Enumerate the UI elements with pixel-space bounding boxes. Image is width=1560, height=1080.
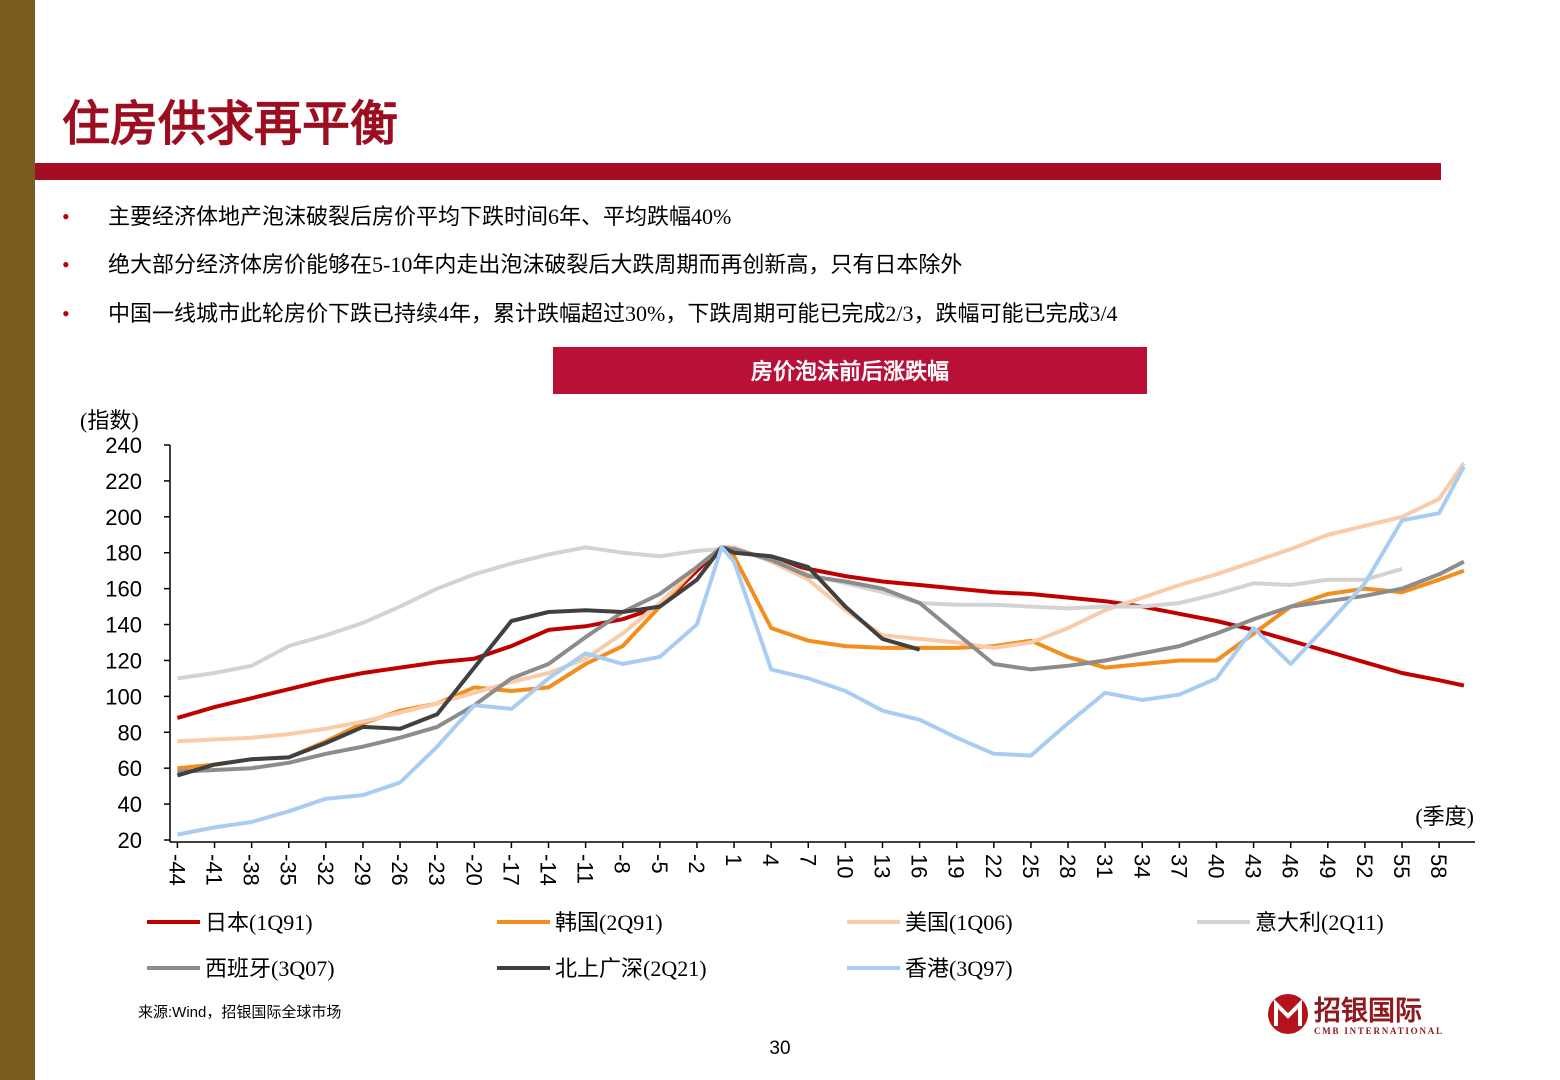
x-tick-label: 19	[944, 854, 969, 878]
x-tick-label: 16	[907, 854, 932, 878]
y-tick-label: 240	[105, 433, 142, 458]
x-tick-label: -20	[461, 854, 486, 886]
x-tick-label: 34	[1129, 854, 1154, 878]
x-tick-label: 22	[981, 854, 1006, 878]
title-rule	[35, 163, 1441, 180]
legend-label: 香港(3Q97)	[905, 956, 1013, 981]
x-tick-label: 13	[869, 854, 894, 878]
y-tick-label: 180	[105, 541, 142, 566]
y-tick-label: 40	[118, 792, 142, 817]
series-line	[177, 465, 1466, 837]
x-tick-label: 43	[1241, 854, 1266, 878]
legend-label: 日本(1Q91)	[205, 910, 313, 935]
x-tick-label: 37	[1166, 854, 1191, 878]
bullet-dot: •	[62, 252, 70, 277]
page-number: 30	[769, 1038, 790, 1059]
x-tick-label: 4	[758, 854, 783, 866]
y-tick-label: 200	[105, 505, 142, 530]
bullet-dot: •	[62, 301, 70, 326]
chart-title: 房价泡沫前后涨跌幅	[751, 359, 949, 384]
y-tick-label: 120	[105, 648, 142, 673]
x-tick-label: -2	[684, 854, 709, 874]
y-tick-label: 140	[105, 613, 142, 638]
x-tick-label: -5	[647, 854, 672, 874]
x-tick-label: 25	[1018, 854, 1043, 878]
bullet-text: 绝大部分经济体房价能够在5-10年内走出泡沫破裂后大跌周期而再创新高，只有日本除…	[108, 252, 962, 277]
series-line	[177, 545, 1465, 774]
legend-label: 韩国(2Q91)	[555, 910, 663, 935]
y-tick-label: 160	[105, 577, 142, 602]
x-tick-label: 58	[1426, 854, 1451, 878]
series-line	[176, 545, 1465, 720]
x-tick-label: -8	[610, 854, 635, 874]
x-tick-label: 46	[1278, 854, 1303, 878]
x-tick-label: 1	[721, 854, 746, 866]
x-tick-label: -38	[239, 854, 264, 886]
x-tick-label: -17	[498, 854, 523, 886]
side-bar	[0, 0, 35, 1080]
x-tick-label: 40	[1203, 854, 1228, 878]
x-tick-label: -41	[202, 854, 227, 886]
series-line	[176, 545, 921, 778]
legend-label: 北上广深(2Q21)	[555, 956, 707, 981]
logo-mark	[1274, 999, 1302, 1026]
x-tick-label: -35	[276, 854, 301, 886]
x-tick-label: 31	[1092, 854, 1117, 878]
x-tick-label: 55	[1389, 854, 1414, 878]
legend: 日本(1Q91) 韩国(2Q91) 美国(1Q06) 意大利(2Q11) 西班牙(3Q0…	[147, 910, 1384, 981]
x-tick-label: 49	[1315, 854, 1340, 878]
logo: 招银国际 CMB INTERNATIONAL	[1268, 994, 1442, 1036]
x-tick-label: -26	[387, 854, 412, 886]
legend-label: 美国(1Q06)	[905, 910, 1013, 935]
y-tick-label: 80	[118, 720, 142, 745]
y-tick-label: 220	[105, 469, 142, 494]
x-tick-label: -14	[536, 854, 561, 886]
legend-label: 西班牙(3Q07)	[205, 956, 335, 981]
x-tick-label: -29	[350, 854, 375, 886]
logo-subtitle: CMB INTERNATIONAL	[1314, 1026, 1442, 1036]
x-tick-label: -23	[424, 854, 449, 886]
x-tick-label: -44	[164, 854, 189, 886]
x-tick-label: -32	[313, 854, 338, 886]
legend-label: 意大利(2Q11)	[1255, 910, 1384, 935]
bullet-dot: •	[62, 204, 70, 229]
x-tick-label: 28	[1055, 854, 1080, 878]
x-tick-label: -11	[573, 854, 598, 884]
y-axis-label: (指数)	[80, 408, 139, 433]
y-tick-label: 20	[118, 828, 142, 853]
y-tick-label: 60	[118, 756, 142, 781]
bullet-text: 中国一线城市此轮房价下跌已持续4年，累计跌幅超过30%，下跌周期可能已完成2/3…	[108, 301, 1118, 326]
series-line	[177, 461, 1466, 744]
source-note: 来源:Wind，招银国际全球市场	[138, 1003, 341, 1021]
x-tick-label: 10	[832, 854, 857, 878]
y-tick-label: 100	[105, 684, 142, 709]
logo-name: 招银国际	[1314, 996, 1422, 1026]
x-axis-label: (季度)	[1415, 804, 1474, 829]
x-tick-label: 52	[1352, 854, 1377, 878]
slide-title: 住房供求再平衡	[62, 98, 398, 151]
x-tick-label: 7	[795, 854, 820, 866]
bullet-text: 主要经济体地产泡沫破裂后房价平均下跌时间6年、平均跌幅40%	[108, 204, 731, 229]
chart-banner	[553, 347, 1147, 394]
